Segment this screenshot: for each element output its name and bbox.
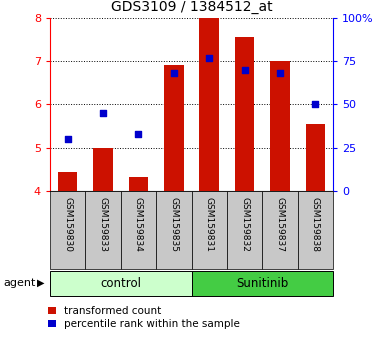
Point bbox=[100, 110, 106, 116]
Bar bbox=[94, 148, 113, 191]
Text: GSM159832: GSM159832 bbox=[240, 198, 249, 252]
Text: control: control bbox=[100, 277, 141, 290]
Text: agent: agent bbox=[4, 278, 36, 288]
Point bbox=[136, 131, 142, 137]
Text: GSM159837: GSM159837 bbox=[275, 198, 285, 252]
Bar bbox=[192, 271, 333, 296]
Bar bbox=[156, 191, 191, 269]
Point bbox=[171, 70, 177, 76]
Bar bbox=[298, 191, 333, 269]
Bar bbox=[129, 177, 148, 191]
Bar bbox=[50, 271, 192, 296]
Text: GSM159838: GSM159838 bbox=[311, 198, 320, 252]
Text: GSM159830: GSM159830 bbox=[63, 198, 72, 252]
Point bbox=[277, 70, 283, 76]
Text: GSM159831: GSM159831 bbox=[205, 198, 214, 252]
Point bbox=[65, 136, 71, 142]
Bar bbox=[58, 172, 77, 191]
Point bbox=[206, 55, 212, 61]
Text: GSM159834: GSM159834 bbox=[134, 198, 143, 252]
Legend: transformed count, percentile rank within the sample: transformed count, percentile rank withi… bbox=[48, 306, 240, 329]
Point bbox=[241, 67, 248, 73]
Bar bbox=[235, 37, 254, 191]
Text: GSM159833: GSM159833 bbox=[99, 198, 108, 252]
Text: Sunitinib: Sunitinib bbox=[236, 277, 288, 290]
Bar bbox=[121, 191, 156, 269]
Bar bbox=[270, 61, 290, 191]
Point bbox=[312, 102, 318, 107]
Bar bbox=[85, 191, 121, 269]
Bar bbox=[227, 191, 262, 269]
Bar bbox=[199, 18, 219, 191]
Text: ▶: ▶ bbox=[37, 278, 44, 288]
Bar bbox=[50, 191, 85, 269]
Bar bbox=[164, 65, 184, 191]
Bar bbox=[306, 124, 325, 191]
Bar bbox=[262, 191, 298, 269]
Title: GDS3109 / 1384512_at: GDS3109 / 1384512_at bbox=[111, 0, 272, 14]
Bar bbox=[192, 191, 227, 269]
Text: GSM159835: GSM159835 bbox=[169, 198, 178, 252]
